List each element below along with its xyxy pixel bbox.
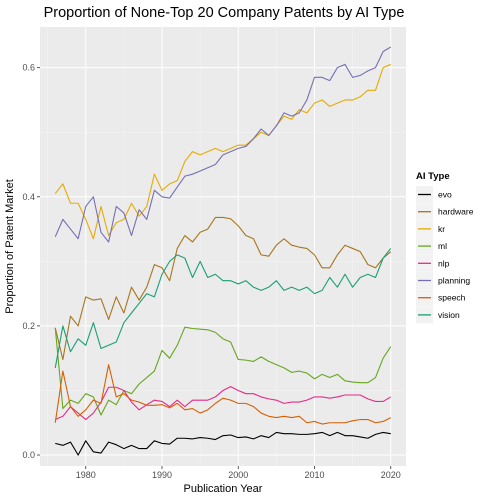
y-tick-label: 0.4	[22, 192, 35, 202]
x-tick-label: 1990	[152, 470, 172, 480]
legend-label-evo: evo	[438, 190, 452, 200]
legend-item-planning: planning	[416, 272, 470, 289]
y-tick-label: 0.0	[22, 450, 35, 460]
legend-item-ml: ml	[416, 237, 447, 255]
legend-label-kr: kr	[438, 224, 445, 234]
legend-item-hardware: hardware	[416, 203, 474, 221]
major-gridlines	[40, 27, 406, 466]
series-line-evo	[55, 431, 391, 456]
x-axis-title: Publication Year	[184, 483, 263, 495]
legend-label-nlp: nlp	[438, 258, 450, 268]
legend-label-speech: speech	[438, 293, 466, 303]
legend-label-ml: ml	[438, 241, 447, 251]
y-axis: 0.0 0.2 0.4 0.6	[22, 63, 40, 460]
series-lines	[54, 46, 392, 456]
legend-item-nlp: nlp	[416, 254, 450, 272]
series-line-ml	[54, 326, 392, 416]
x-tick-label: 2010	[304, 470, 324, 480]
series-line-vision	[54, 248, 392, 368]
series-line-planning	[54, 46, 392, 243]
legend-item-vision: vision	[416, 306, 460, 324]
series-line-nlp	[55, 386, 392, 421]
x-tick-label: 2000	[228, 470, 248, 480]
legend-label-hardware: hardware	[438, 207, 474, 217]
y-axis-title: Proportion of Patent Market	[4, 179, 16, 314]
legend-label-vision: vision	[438, 310, 460, 320]
legend-label-planning: planning	[438, 276, 470, 286]
legend: AI Type evo hardware kr ml nlp planning speech…	[416, 171, 474, 324]
x-tick-label: 1980	[76, 470, 96, 480]
y-tick-label: 0.2	[22, 321, 35, 331]
series-line-hardware	[54, 216, 392, 361]
legend-item-kr: kr	[416, 220, 445, 238]
y-tick-label: 0.6	[22, 63, 35, 73]
series-line-speech	[54, 364, 391, 425]
x-tick-label: 2020	[381, 470, 401, 480]
legend-item-speech: speech	[416, 289, 466, 307]
legend-title: AI Type	[416, 171, 450, 182]
legend-item-evo: evo	[416, 186, 452, 203]
x-axis: 1980 1990 2000 2010 2020	[76, 466, 401, 480]
chart-title: Proportion of None-Top 20 Company Patent…	[44, 5, 405, 21]
